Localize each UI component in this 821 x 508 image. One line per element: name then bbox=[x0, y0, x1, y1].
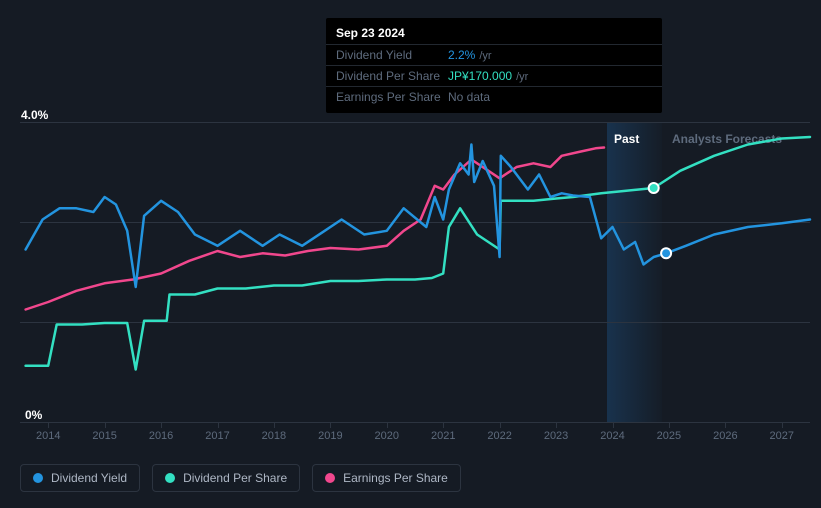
y-axis-max-label: 4.0% bbox=[21, 108, 48, 122]
x-tick bbox=[443, 422, 444, 428]
x-tick-label: 2020 bbox=[375, 430, 399, 442]
x-tick-label: 2023 bbox=[544, 430, 568, 442]
x-tick bbox=[161, 422, 162, 428]
tooltip-row-value: 2.2%/yr bbox=[448, 48, 492, 62]
x-tick-label: 2024 bbox=[600, 430, 624, 442]
legend-dot bbox=[165, 473, 175, 483]
x-tick-label: 2016 bbox=[149, 430, 173, 442]
series-marker-dividend_yield bbox=[661, 248, 671, 258]
tooltip-row-label: Earnings Per Share bbox=[336, 90, 448, 104]
x-tick-label: 2019 bbox=[318, 430, 342, 442]
x-tick bbox=[613, 422, 614, 428]
x-tick-label: 2021 bbox=[431, 430, 455, 442]
x-tick bbox=[782, 422, 783, 428]
series-marker-dividend_per_share bbox=[649, 183, 659, 193]
x-tick-label: 2017 bbox=[205, 430, 229, 442]
legend-label: Dividend Per Share bbox=[183, 471, 287, 485]
series-dividend_per_share bbox=[26, 137, 810, 370]
x-tick-label: 2026 bbox=[713, 430, 737, 442]
tooltip-row: Dividend Yield2.2%/yr bbox=[326, 44, 662, 65]
x-tick bbox=[725, 422, 726, 428]
tooltip-date: Sep 23 2024 bbox=[326, 24, 662, 44]
legend-item[interactable]: Earnings Per Share bbox=[312, 464, 461, 492]
x-tick-label: 2025 bbox=[657, 430, 681, 442]
x-tick-label: 2015 bbox=[92, 430, 116, 442]
x-tick bbox=[48, 422, 49, 428]
tooltip-row: Earnings Per ShareNo data bbox=[326, 86, 662, 107]
x-tick bbox=[669, 422, 670, 428]
tooltip-row-label: Dividend Yield bbox=[336, 48, 448, 62]
hover-tooltip: Sep 23 2024 Dividend Yield2.2%/yrDividen… bbox=[326, 18, 662, 113]
x-tick-label: 2014 bbox=[36, 430, 60, 442]
x-tick bbox=[218, 422, 219, 428]
series-earnings_per_share bbox=[26, 148, 604, 310]
legend-item[interactable]: Dividend Yield bbox=[20, 464, 140, 492]
legend-label: Dividend Yield bbox=[51, 471, 127, 485]
x-axis-labels: 2014 2015 2016 2017 2018 2019 2020 2021 2022 2023… bbox=[20, 430, 810, 448]
legend-dot bbox=[325, 473, 335, 483]
legend: Dividend Yield Dividend Per Share Earnings… bbox=[20, 464, 461, 492]
legend-dot bbox=[33, 473, 43, 483]
tooltip-row: Dividend Per ShareJP¥170.000/yr bbox=[326, 65, 662, 86]
x-tick-label: 2018 bbox=[262, 430, 286, 442]
x-axis-line bbox=[20, 422, 810, 423]
legend-item[interactable]: Dividend Per Share bbox=[152, 464, 300, 492]
x-tick-label: 2022 bbox=[487, 430, 511, 442]
tooltip-row-value: JP¥170.000/yr bbox=[448, 69, 528, 83]
tooltip-row-value: No data bbox=[448, 90, 490, 104]
x-tick-label: 2027 bbox=[770, 430, 794, 442]
chart-lines bbox=[20, 122, 810, 422]
x-tick bbox=[330, 422, 331, 428]
x-tick bbox=[500, 422, 501, 428]
x-tick bbox=[274, 422, 275, 428]
chart-container: 4.0% 0% Past Analysts Forecasts 20142015… bbox=[0, 0, 821, 508]
legend-label: Earnings Per Share bbox=[343, 471, 448, 485]
x-tick bbox=[387, 422, 388, 428]
tooltip-row-label: Dividend Per Share bbox=[336, 69, 448, 83]
x-tick bbox=[556, 422, 557, 428]
x-tick bbox=[105, 422, 106, 428]
